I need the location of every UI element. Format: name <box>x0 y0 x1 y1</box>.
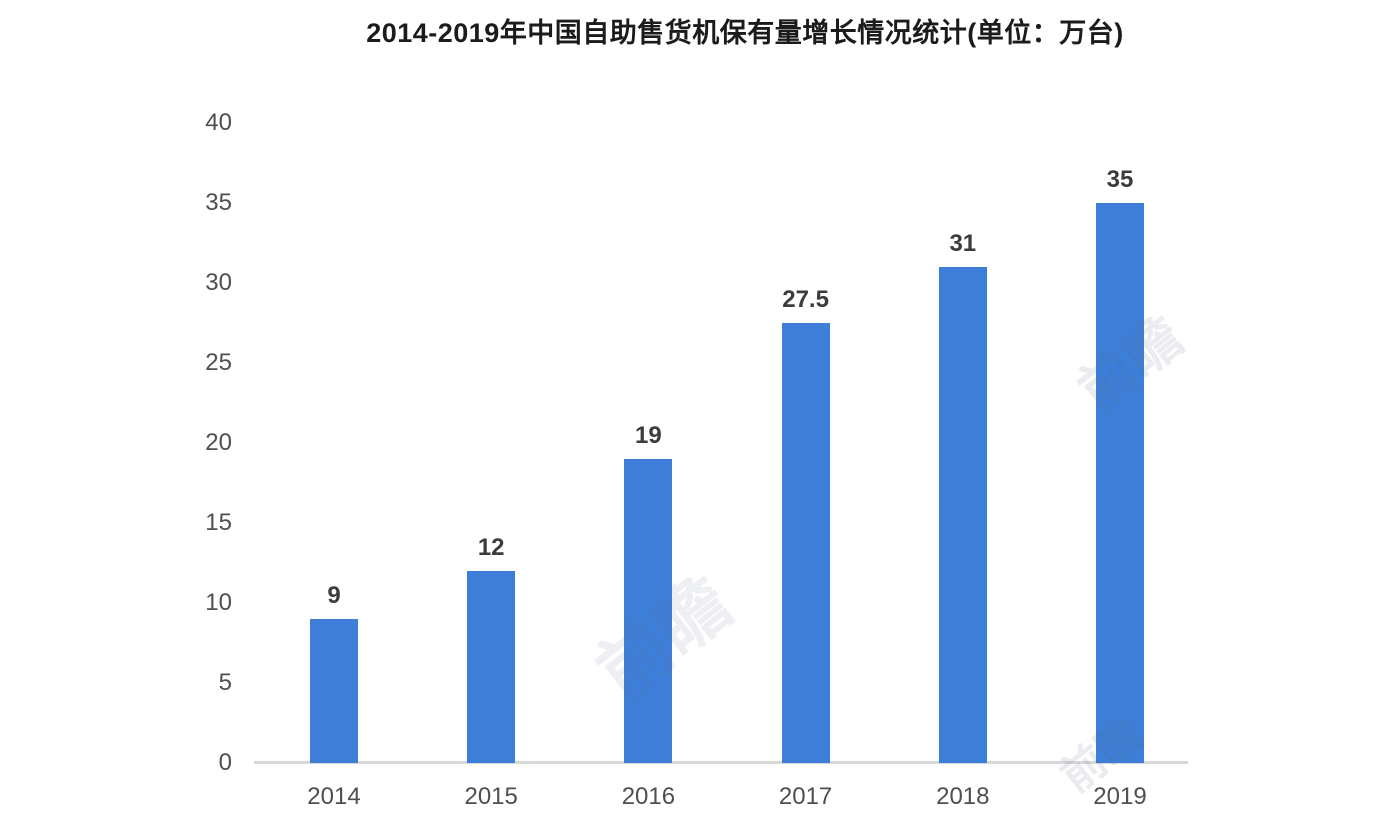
bar-2017 <box>781 323 830 763</box>
bar-value-label-2016: 19 <box>635 422 662 449</box>
y-axis-tick-label-5: 5 <box>218 669 232 696</box>
y-axis-tick-label-25: 25 <box>205 349 232 376</box>
bar-value-label-2018: 31 <box>949 230 977 257</box>
x-axis-tick-label-2016: 2016 <box>621 783 676 810</box>
x-axis-line <box>254 761 1188 764</box>
bar-2018 <box>938 267 987 763</box>
x-axis-tick-label-2018: 2018 <box>936 783 990 810</box>
chart-title: 2014-2019年中国自助售货机保有量增长情况统计(单位：万台) <box>366 18 1124 48</box>
bar-value-label-2015: 12 <box>477 534 505 561</box>
bar-value-label-2017: 27.5 <box>782 286 829 313</box>
x-axis-tick-label-2015: 2015 <box>464 783 518 810</box>
bar-value-label-2014: 9 <box>327 582 341 609</box>
y-axis-tick-label-0: 0 <box>218 749 232 776</box>
y-axis-tick-label-20: 20 <box>205 429 232 456</box>
bar-value-label-2019: 35 <box>1106 166 1134 193</box>
y-axis-tick-label-10: 10 <box>205 589 232 616</box>
bar-2015 <box>467 571 516 763</box>
x-axis-tick-label-2017: 2017 <box>778 783 833 810</box>
bar-2016 <box>624 459 673 763</box>
bar-2014 <box>310 619 358 763</box>
y-axis-tick-label-30: 30 <box>205 269 232 296</box>
y-axis-tick-label-35: 35 <box>205 189 232 216</box>
y-axis-tick-label-15: 15 <box>205 509 232 536</box>
y-axis-tick-label-40: 40 <box>205 109 232 136</box>
x-axis-tick-label-2014: 2014 <box>307 783 361 810</box>
bar-2019 <box>1096 203 1144 763</box>
x-axis-tick-label-2019: 2019 <box>1093 783 1147 810</box>
